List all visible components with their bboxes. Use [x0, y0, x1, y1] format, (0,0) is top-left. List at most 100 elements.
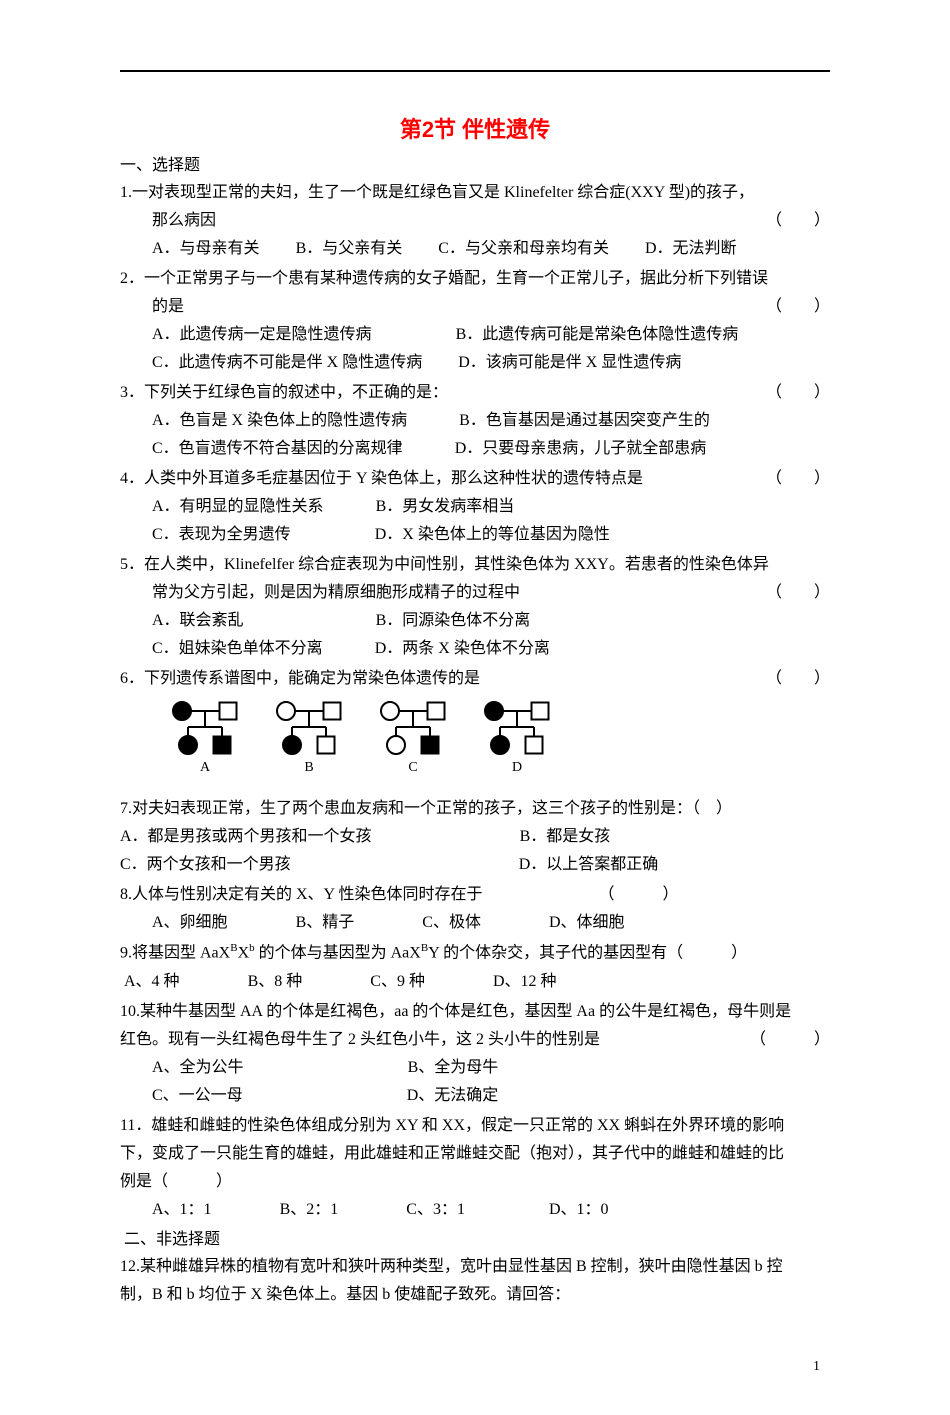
- q7-row2: C．两个女孩和一个男孩 D．以上答案都正确: [120, 851, 830, 879]
- q6-paren: （ ）: [766, 665, 830, 693]
- q2: 2．一个正常男子与一个患有某种遗传病的女子婚配，生育一个正常儿子，据此分析下列错…: [120, 265, 830, 377]
- q5: 5．在人类中，Klinefelfer 综合症表现为中间性别，其性染色体为 XXY…: [120, 551, 830, 663]
- q9-t3: 的个体与基因型为 AaX: [255, 945, 421, 962]
- q2-stem-b-row: 的是 （ ）: [120, 293, 830, 321]
- q1-optB: B．与父亲有关: [296, 240, 403, 257]
- q5-optA: A．联会紊乱: [152, 612, 244, 629]
- q3-stem-row: 3．下列关于红绿色盲的叙述中，不正确的是： （ ）: [120, 379, 830, 407]
- q9-t1: 9.将基因型 AaX: [120, 945, 230, 962]
- q10-optB: B、全为母牛: [408, 1059, 499, 1076]
- q5-optB: B．同源染色体不分离: [376, 612, 531, 629]
- q4-stem: 4．人类中外耳道多毛症基因位于 Y 染色体上，那么这种性状的遗传特点是: [120, 465, 643, 493]
- q8-stem-row: 8.人体与性别决定有关的 X、Y 性染色体同时存在于 （ ）: [120, 881, 830, 909]
- q10-row2: C、一公一母 D、无法确定: [120, 1082, 830, 1110]
- q10-stem-b: 红色。现有一头红褐色母牛生了 2 头红色小牛，这 2 头小牛的性别是: [120, 1026, 600, 1054]
- q3-stem: 3．下列关于红绿色盲的叙述中，不正确的是：: [120, 379, 448, 407]
- q7: 7.对夫妇表现正常，生了两个患血友病和一个正常的孩子，这三个孩子的性别是：（ ）…: [120, 795, 830, 879]
- q12-stem-a: 12.某种雌雄异株的植物有宽叶和狭叶两种类型，宽叶由显性基因 B 控制，狭叶由隐…: [120, 1253, 830, 1281]
- q2-row1: A．此遗传病一定是隐性遗传病 B．此遗传病可能是常染色体隐性遗传病: [120, 321, 830, 349]
- pedigree-diagram: ABCD: [168, 699, 830, 789]
- section-1-heading: 一、选择题: [120, 152, 830, 179]
- q2-optC: C．此遗传病不可能是伴 X 隐性遗传病: [152, 354, 422, 371]
- q8-stem: 8.人体与性别决定有关的 X、Y 性染色体同时存在于: [120, 886, 483, 903]
- q2-optB: B．此遗传病可能是常染色体隐性遗传病: [456, 326, 739, 343]
- q10-optA: A、全为公牛: [152, 1059, 244, 1076]
- q7-optA: A．都是男孩或两个男孩和一个女孩: [120, 828, 372, 845]
- q9-t2: X: [238, 945, 250, 962]
- q1-optD: D．无法判断: [645, 240, 737, 257]
- page-title: 第2节 伴性遗传: [120, 112, 830, 144]
- q11-stem-b: 下，变成了一只能生育的雄蛙，用此雄蛙和正常雌蛙交配（抱对），其子代中的雌蛙和雄蛙…: [120, 1140, 830, 1168]
- q2-optD: D．该病可能是伴 X 显性遗传病: [458, 354, 681, 371]
- q6: 6．下列遗传系谱图中，能确定为常染色体遗传的是 （ ） ABCD: [120, 665, 830, 789]
- q5-paren: （ ）: [766, 579, 830, 607]
- svg-text:C: C: [408, 760, 417, 775]
- q9-options: A、4 种 B、8 种 C、9 种 D、12 种: [120, 968, 830, 996]
- q2-stem-a: 2．一个正常男子与一个患有某种遗传病的女子婚配，生育一个正常儿子，据此分析下列错…: [120, 265, 830, 293]
- q11-stem-a: 11．雄蛙和雌蛙的性染色体组成分别为 XY 和 XX，假定一只正常的 XX 蝌蚪…: [120, 1112, 830, 1140]
- svg-text:B: B: [304, 760, 313, 775]
- page: 第2节 伴性遗传 一、选择题 1.一对表现型正常的夫妇，生了一个既是红绿色盲又是…: [0, 0, 950, 1415]
- q5-stem-b-row: 常为父方引起，则是因为精原细胞形成精子的过程中 （ ）: [120, 579, 830, 607]
- q4-optA: A．有明显的显隐性关系: [152, 498, 324, 515]
- q7-stem: 7.对夫妇表现正常，生了两个患血友病和一个正常的孩子，这三个孩子的性别是：（ ）: [120, 795, 830, 823]
- q8-paren: （ ）: [599, 886, 679, 903]
- q7-optB: B．都是女孩: [520, 828, 611, 845]
- q11-optC: C、3：1: [406, 1201, 465, 1218]
- q5-optD: D．两条 X 染色体不分离: [375, 640, 550, 657]
- q11-options: A、1：1 B、2：1 C、3：1 D、1：0: [120, 1196, 830, 1224]
- q9-optC: C、9 种: [370, 973, 425, 990]
- q11-optB: B、2：1: [280, 1201, 339, 1218]
- svg-text:D: D: [512, 760, 522, 775]
- q6-stem-row: 6．下列遗传系谱图中，能确定为常染色体遗传的是 （ ）: [120, 665, 830, 693]
- q8: 8.人体与性别决定有关的 X、Y 性染色体同时存在于 （ ） A、卵细胞 B、精…: [120, 881, 830, 937]
- q4-optC: C．表现为全男遗传: [152, 526, 291, 543]
- q3-row1: A．色盲是 X 染色体上的隐性遗传病 B．色盲基因是通过基因突变产生的: [120, 407, 830, 435]
- q8-optC: C、极体: [422, 914, 481, 931]
- q7-optC: C．两个女孩和一个男孩: [120, 856, 291, 873]
- q9-stem: 9.将基因型 AaXBXb 的个体与基因型为 AaXBY 的个体杂交，其子代的基…: [120, 939, 830, 967]
- q5-row2: C．姐妹染色单体不分离 D．两条 X 染色体不分离: [120, 635, 830, 663]
- q4-optB: B．男女发病率相当: [376, 498, 515, 515]
- q2-stem-b: 的是: [152, 293, 184, 321]
- q5-row1: A．联会紊乱 B．同源染色体不分离: [120, 607, 830, 635]
- q4-row1: A．有明显的显隐性关系 B．男女发病率相当: [120, 493, 830, 521]
- q3-paren: （ ）: [766, 379, 830, 407]
- q1: 1.一对表现型正常的夫妇，生了一个既是红绿色盲又是 Klinefelter 综合…: [120, 179, 830, 263]
- q11-optD: D、1：0: [549, 1201, 609, 1218]
- section-2-heading: 二、非选择题: [120, 1226, 830, 1253]
- q11-stem-c: 例是（ ）: [120, 1168, 830, 1196]
- q3-optC: C．色盲遗传不符合基因的分离规律: [152, 440, 403, 457]
- q9-t4: Y 的个体杂交，其子代的基因型有（ ）: [428, 945, 747, 962]
- q8-optB: B、精子: [296, 914, 355, 931]
- page-number: 1: [120, 1359, 830, 1375]
- pedigree-svg: ABCD: [168, 699, 558, 779]
- q8-optA: A、卵细胞: [152, 914, 228, 931]
- q5-stem-b: 常为父方引起，则是因为精原细胞形成精子的过程中: [152, 579, 520, 607]
- q9: 9.将基因型 AaXBXb 的个体与基因型为 AaXBY 的个体杂交，其子代的基…: [120, 939, 830, 995]
- q9-optD: D、12 种: [493, 973, 557, 990]
- q1-paren: （ ）: [766, 207, 830, 235]
- q11: 11．雄蛙和雌蛙的性染色体组成分别为 XY 和 XX，假定一只正常的 XX 蝌蚪…: [120, 1112, 830, 1224]
- q9-optB: B、8 种: [248, 973, 303, 990]
- q1-stem-b-row: 那么病因 （ ）: [120, 207, 830, 235]
- q2-row2: C．此遗传病不可能是伴 X 隐性遗传病 D．该病可能是伴 X 显性遗传病: [120, 349, 830, 377]
- q12: 12.某种雌雄异株的植物有宽叶和狭叶两种类型，宽叶由显性基因 B 控制，狭叶由隐…: [120, 1253, 830, 1309]
- q4-row2: C．表现为全男遗传 D．X 染色体上的等位基因为隐性: [120, 521, 830, 549]
- q3-optD: D．只要母亲患病，儿子就全部患病: [455, 440, 707, 457]
- q3-row2: C．色盲遗传不符合基因的分离规律 D．只要母亲患病，儿子就全部患病: [120, 435, 830, 463]
- q7-row1: A．都是男孩或两个男孩和一个女孩 B．都是女孩: [120, 823, 830, 851]
- q10-row1: A、全为公牛 B、全为母牛: [120, 1054, 830, 1082]
- q8-options: A、卵细胞 B、精子 C、极体 D、体细胞: [120, 909, 830, 937]
- q10-paren: （ ）: [750, 1026, 830, 1054]
- q6-stem: 6．下列遗传系谱图中，能确定为常染色体遗传的是: [120, 665, 480, 693]
- q9-sup1: B: [230, 942, 237, 954]
- q5-optC: C．姐妹染色单体不分离: [152, 640, 323, 657]
- q4-stem-row: 4．人类中外耳道多毛症基因位于 Y 染色体上，那么这种性状的遗传特点是 （ ）: [120, 465, 830, 493]
- q3: 3．下列关于红绿色盲的叙述中，不正确的是： （ ） A．色盲是 X 染色体上的隐…: [120, 379, 830, 463]
- q10-stem-a: 10.某种牛基因型 AA 的个体是红褐色，aa 的个体是红色，基因型 Aa 的公…: [120, 998, 830, 1026]
- q4-optD: D．X 染色体上的等位基因为隐性: [375, 526, 610, 543]
- q3-optA: A．色盲是 X 染色体上的隐性遗传病: [152, 412, 407, 429]
- q1-optC: C．与父亲和母亲均有关: [438, 240, 609, 257]
- top-rule: [120, 70, 830, 72]
